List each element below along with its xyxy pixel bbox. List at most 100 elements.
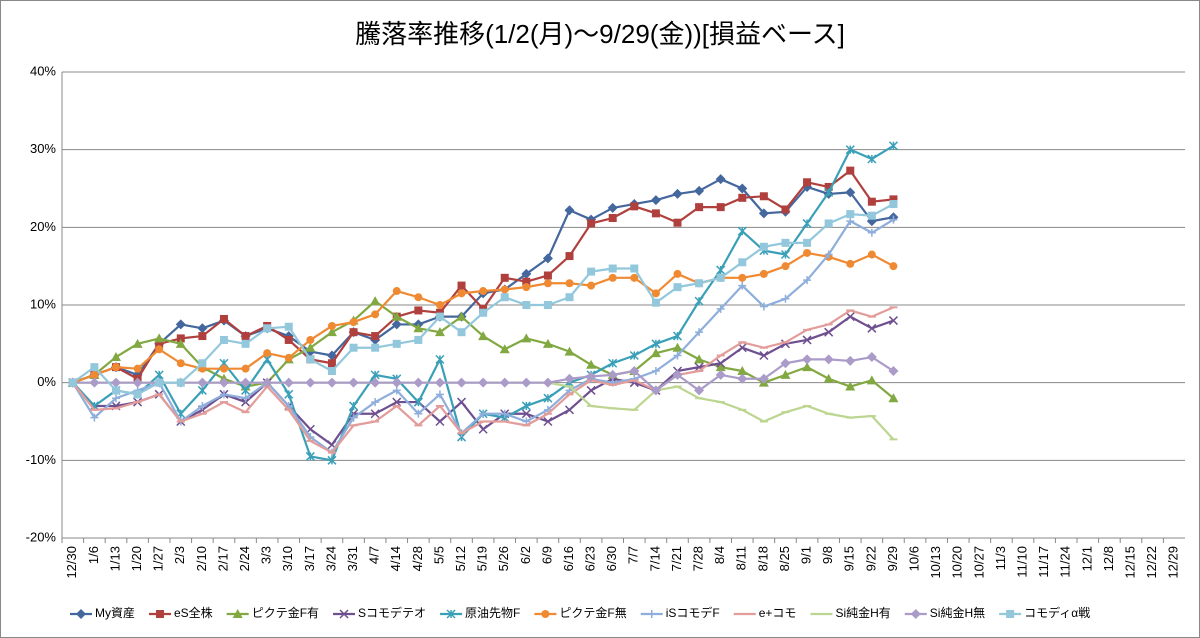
marker: [522, 283, 531, 292]
marker: [608, 264, 617, 273]
marker: [392, 339, 401, 348]
marker: [241, 385, 251, 395]
legend-label: 原油先物F: [465, 606, 520, 620]
marker: [241, 394, 250, 403]
marker: [781, 238, 790, 247]
marker: [694, 385, 705, 396]
x-tick-label: 8/4: [712, 546, 727, 564]
marker: [846, 259, 855, 268]
marker: [175, 319, 186, 330]
marker: [219, 364, 228, 373]
marker: [781, 294, 790, 303]
marker: [651, 339, 661, 349]
marker: [607, 202, 618, 213]
marker: [866, 375, 877, 385]
x-tick-label: 10/13: [928, 546, 943, 579]
marker: [176, 378, 185, 387]
marker: [630, 202, 639, 211]
x-tick-label: 1/27: [151, 546, 166, 571]
marker: [348, 377, 359, 388]
x-tick-label: 12/30: [64, 546, 79, 579]
marker: [889, 262, 898, 271]
marker: [371, 332, 380, 341]
marker: [349, 413, 358, 422]
marker: [823, 373, 834, 383]
marker: [284, 335, 293, 344]
marker: [349, 328, 358, 337]
marker: [392, 287, 401, 296]
x-tick-label: 2/10: [194, 546, 209, 571]
marker: [564, 373, 575, 384]
marker: [780, 358, 791, 369]
marker: [673, 269, 682, 278]
marker: [608, 358, 618, 368]
x-tick-label: 11/24: [1058, 546, 1073, 578]
marker: [673, 351, 682, 360]
marker: [110, 352, 121, 362]
legend-label: Si純金H有: [835, 605, 890, 620]
marker: [90, 363, 99, 372]
marker: [478, 424, 488, 434]
marker: [672, 369, 683, 380]
marker: [111, 363, 120, 372]
y-tick-label: 40%: [30, 63, 56, 78]
marker: [651, 367, 660, 376]
marker: [456, 377, 467, 388]
marker: [391, 377, 402, 388]
marker: [370, 296, 381, 306]
marker: [738, 258, 747, 267]
marker: [695, 203, 704, 212]
legend-label: コモディα戦: [1024, 605, 1090, 620]
marker: [499, 344, 510, 354]
x-tick-label: 6/16: [561, 546, 576, 571]
marker: [694, 354, 705, 364]
marker: [521, 268, 532, 279]
marker: [371, 310, 380, 319]
marker: [349, 318, 358, 327]
marker: [543, 301, 552, 309]
marker: [543, 279, 552, 288]
marker: [133, 390, 142, 399]
marker: [802, 362, 813, 372]
x-tick-label: 4/7: [367, 546, 382, 564]
marker: [1006, 610, 1015, 618]
marker: [414, 409, 423, 418]
marker: [586, 371, 597, 382]
marker: [867, 323, 877, 333]
marker: [263, 324, 272, 333]
marker: [154, 333, 165, 343]
marker: [543, 393, 553, 403]
marker: [564, 405, 575, 415]
marker: [327, 455, 337, 465]
marker: [500, 293, 509, 302]
marker: [846, 210, 855, 219]
marker: [846, 166, 855, 175]
marker: [543, 416, 553, 427]
marker: [543, 271, 552, 280]
marker: [867, 228, 876, 237]
x-tick-label: 5/12: [453, 546, 468, 571]
marker: [608, 214, 617, 223]
x-tick-label: 6/30: [604, 546, 619, 571]
legend-label: iSコモデF: [666, 605, 720, 620]
marker: [695, 279, 704, 288]
marker: [542, 253, 553, 264]
marker: [716, 203, 725, 212]
marker: [824, 182, 833, 191]
y-tick-label: 0%: [37, 374, 56, 389]
x-tick-label: 2/17: [215, 546, 230, 571]
x-tick-label: 5/26: [496, 546, 511, 571]
marker: [370, 370, 380, 380]
legend-label: e+コモ: [759, 606, 797, 620]
marker: [587, 219, 596, 228]
marker: [391, 311, 402, 321]
chart-title: 騰落率推移(1/2(月)～9/29(金))[損益ベース]: [355, 19, 845, 49]
marker: [694, 185, 705, 196]
x-tick-label: 1/13: [107, 546, 122, 571]
marker: [888, 141, 898, 151]
marker: [824, 187, 834, 197]
marker: [738, 273, 747, 282]
marker: [456, 311, 467, 321]
marker: [327, 321, 336, 330]
marker: [156, 610, 164, 618]
